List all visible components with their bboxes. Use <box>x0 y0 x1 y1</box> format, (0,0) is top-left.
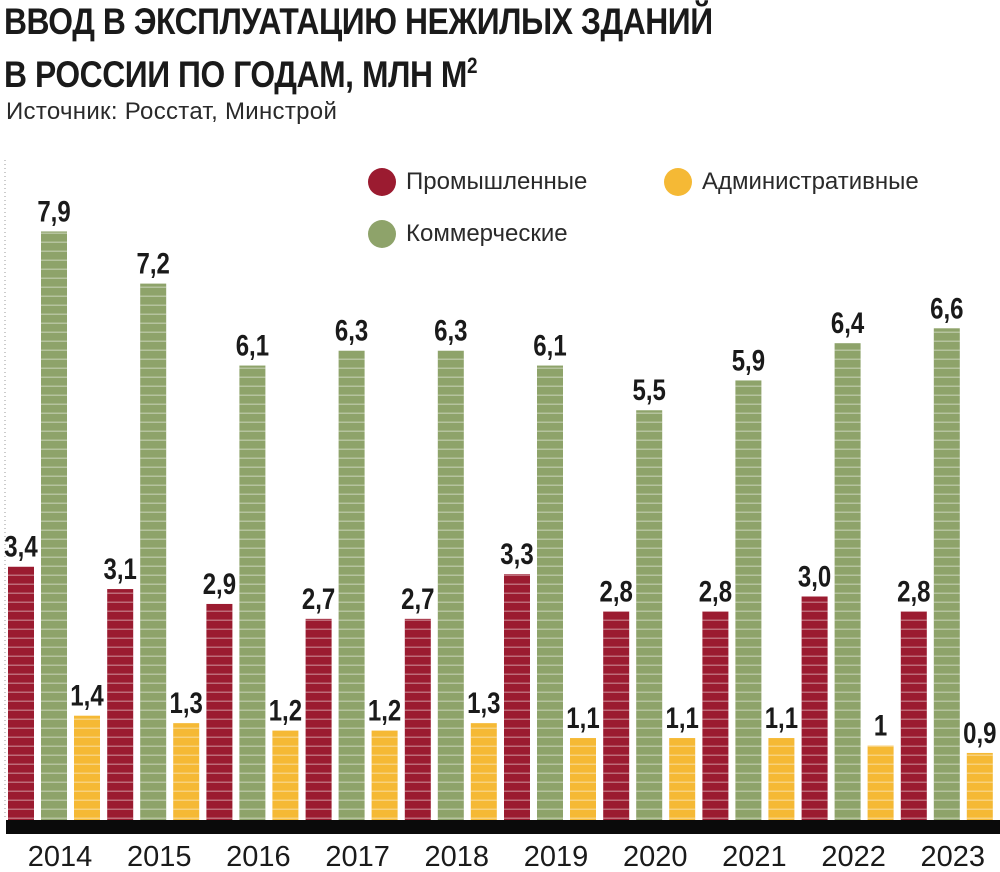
bar-value-label-commercial: 5,5 <box>633 373 666 407</box>
x-tick-label: 2018 <box>425 841 490 872</box>
legend-label-administrative: Административные <box>702 168 919 195</box>
title-line-2: В РОССИИ ПО ГОДАМ, МЛН М <box>4 54 468 95</box>
year-base-band <box>898 820 1000 834</box>
bar-stripes-administrative <box>371 730 398 820</box>
year-base-band <box>105 820 224 834</box>
bar-value-label-commercial: 6,3 <box>335 313 368 347</box>
bar-value-label-administrative: 1,1 <box>666 700 699 734</box>
bar-value-label-industrial: 2,8 <box>897 574 930 608</box>
year-base-band <box>799 820 918 834</box>
bar-stripes-industrial <box>107 589 134 820</box>
bar-value-label-administrative: 0,9 <box>963 715 996 749</box>
bar-stripes-commercial <box>239 365 266 820</box>
bar-value-label-industrial: 2,7 <box>302 581 335 615</box>
chart-title: ВВОД В ЭКСПЛУАТАЦИЮ НЕЖИЛЫХ ЗДАНИЙ В РОС… <box>4 0 713 97</box>
bar-value-label-industrial: 3,1 <box>104 551 137 585</box>
bar-value-label-industrial: 2,9 <box>203 566 236 600</box>
title-line-1: ВВОД В ЭКСПЛУАТАЦИЮ НЕЖИЛЫХ ЗДАНИЙ <box>4 1 713 42</box>
bar-value-label-administrative: 1,2 <box>269 693 302 727</box>
bar-stripes-administrative <box>966 752 993 820</box>
bar-stripes-administrative <box>272 730 299 820</box>
bar-stripes-commercial <box>834 343 861 820</box>
legend-label-industrial: Промышленные <box>406 168 588 195</box>
title-superscript: 2 <box>467 53 478 78</box>
bar-stripes-commercial <box>735 380 762 820</box>
bar-value-label-administrative: 1,3 <box>170 686 203 720</box>
bar-stripes-administrative <box>470 723 497 820</box>
year-base-band <box>502 820 620 834</box>
bar-stripes-administrative <box>173 723 200 820</box>
year-base-band <box>601 820 720 834</box>
bar-stripes-administrative <box>74 715 100 820</box>
x-tick-label: 2023 <box>921 841 986 872</box>
bar-value-label-commercial: 7,2 <box>137 246 170 280</box>
bar-value-label-administrative: 1 <box>874 708 887 742</box>
year-base-band <box>303 820 422 834</box>
bar-stripes-industrial <box>305 618 332 820</box>
legend-item-industrial: Промышленные <box>368 168 587 196</box>
bar-value-label-commercial: 5,9 <box>732 343 765 377</box>
x-tick-label: 2019 <box>524 841 589 872</box>
bar-stripes-administrative <box>867 745 894 820</box>
bar-value-label-administrative: 1,3 <box>467 686 500 720</box>
bar-stripes-commercial <box>41 231 67 820</box>
bar-value-label-commercial: 6,3 <box>434 313 467 347</box>
bar-value-label-commercial: 6,1 <box>533 328 566 362</box>
bar-stripes-commercial <box>338 350 365 820</box>
year-base-band <box>700 820 819 834</box>
bar-stripes-industrial <box>702 611 729 820</box>
legend-item-administrative: Административные <box>664 168 919 196</box>
year-base-band <box>402 820 521 834</box>
x-tick-label: 2015 <box>127 841 192 872</box>
x-tick-label: 2020 <box>623 841 688 872</box>
x-tick-label: 2014 <box>28 841 93 872</box>
bar-value-label-commercial: 6,6 <box>930 291 963 325</box>
x-tick-label: 2022 <box>821 841 886 872</box>
year-base-band <box>6 820 124 834</box>
bar-value-label-administrative: 1,1 <box>765 700 798 734</box>
source-note: Источник: Росстат, Минстрой <box>6 98 338 125</box>
bar-stripes-commercial <box>636 410 663 820</box>
bar-stripes-industrial <box>504 574 530 820</box>
bar-stripes-administrative <box>768 738 795 820</box>
bar-value-label-industrial: 3,3 <box>500 537 533 571</box>
legend-label-commercial: Коммерческие <box>406 220 568 247</box>
bar-value-label-administrative: 1,1 <box>566 700 599 734</box>
bar-stripes-industrial <box>603 611 630 820</box>
bar-value-label-industrial: 2,8 <box>699 574 732 608</box>
bar-value-label-administrative: 1,4 <box>70 678 103 712</box>
bar-stripes-industrial <box>900 611 927 820</box>
legend-item-commercial: Коммерческие <box>368 220 568 248</box>
bar-stripes-industrial <box>8 566 34 820</box>
bar-stripes-administrative <box>669 738 696 820</box>
bar-stripes-commercial <box>437 350 464 820</box>
bar-stripes-commercial <box>537 365 563 820</box>
bar-stripes-commercial <box>140 283 167 821</box>
x-tick-label: 2017 <box>325 841 390 872</box>
x-tick-label: 2016 <box>226 841 291 872</box>
bar-stripes-industrial <box>206 603 233 820</box>
legend-swatch-industrial <box>368 168 396 196</box>
legend-swatch-administrative <box>664 168 692 196</box>
bar-value-label-industrial: 3,0 <box>798 559 831 593</box>
legend-swatch-commercial <box>368 220 396 248</box>
x-tick-label: 2021 <box>722 841 787 872</box>
bar-value-label-commercial: 6,1 <box>236 328 269 362</box>
bar-value-label-industrial: 3,4 <box>4 529 37 563</box>
bar-value-label-industrial: 2,8 <box>600 574 633 608</box>
bar-value-label-administrative: 1,2 <box>368 693 401 727</box>
bar-stripes-industrial <box>801 596 828 820</box>
bar-stripes-industrial <box>404 618 431 820</box>
bar-stripes-commercial <box>933 328 960 820</box>
bar-stripes-administrative <box>570 738 596 820</box>
year-base-band <box>204 820 323 834</box>
bar-value-label-commercial: 7,9 <box>37 194 70 228</box>
bar-value-label-industrial: 2,7 <box>401 581 434 615</box>
bar-value-label-commercial: 6,4 <box>831 306 864 340</box>
